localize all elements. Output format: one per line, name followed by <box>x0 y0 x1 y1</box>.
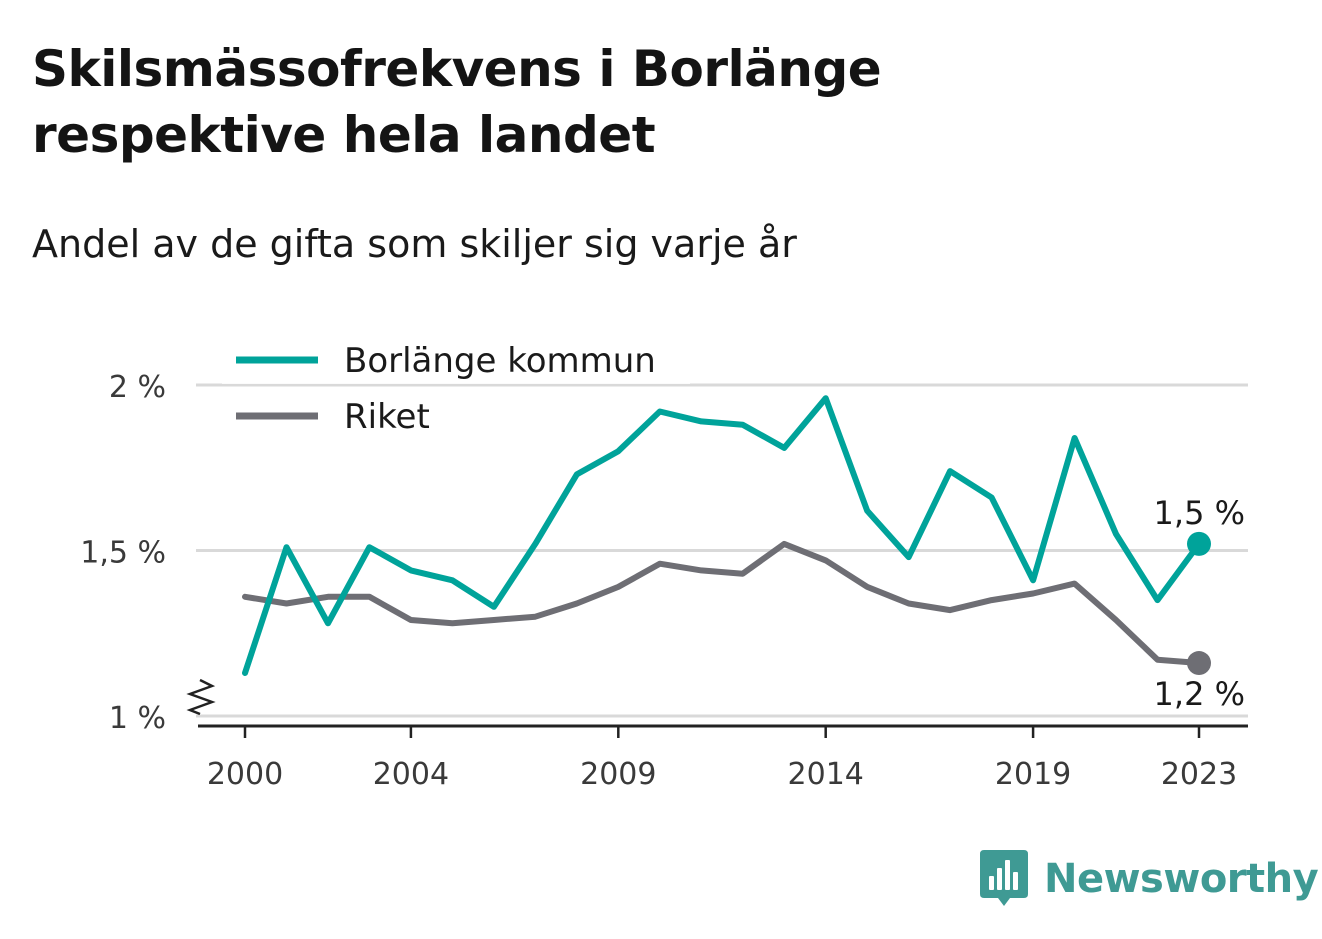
series-line-riket <box>242 540 1202 666</box>
legend-label: Borlänge kommun <box>344 341 656 381</box>
x-tick-label: 2004 <box>373 757 449 792</box>
x-tick-label: 2019 <box>995 757 1071 792</box>
bar-chart-logo-icon <box>980 850 1028 906</box>
series-line-borlange <box>242 395 1202 676</box>
y-tick-label: 2 % <box>109 370 166 405</box>
series-end-point <box>1187 531 1211 556</box>
y-tick-label: 1 % <box>109 701 166 736</box>
axis-break-icon <box>186 678 216 716</box>
chart-title: Skilsmässofrekvens i Borlänge respektive… <box>32 40 882 164</box>
x-tick-label: 2023 <box>1161 757 1237 792</box>
end-label-riket: 1,2 % <box>1154 675 1245 713</box>
x-tick-label: 2009 <box>580 757 656 792</box>
x-tick-label: 2014 <box>788 757 864 792</box>
x-tick-label: 2000 <box>207 757 283 792</box>
brand-logo: Newsworthy <box>980 850 1319 908</box>
series-end-point <box>1187 651 1211 676</box>
chart-subtitle: Andel av de gifta som skiljer sig varje … <box>32 222 797 266</box>
end-label-borlange: 1,5 % <box>1154 494 1245 532</box>
y-tick-label: 1,5 % <box>80 536 166 571</box>
brand-name: Newsworthy <box>1044 856 1319 902</box>
legend-label: Riket <box>344 397 430 437</box>
